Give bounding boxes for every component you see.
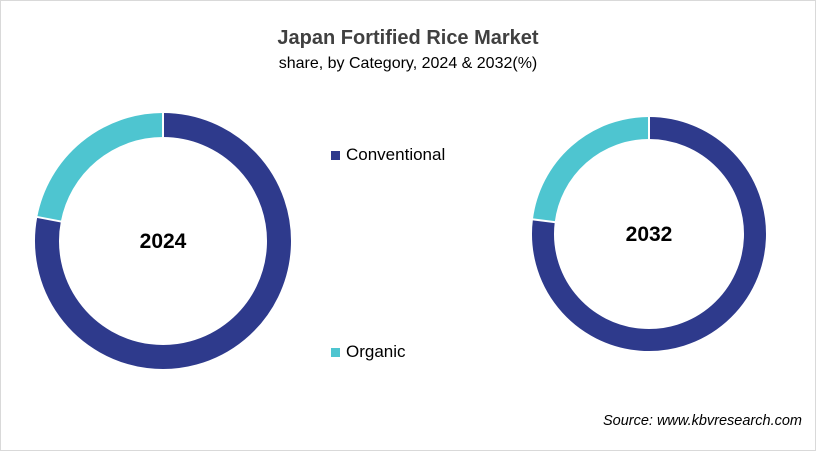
chart-subtitle: share, by Category, 2024 & 2032(%) — [278, 55, 538, 72]
slice-2032-organic — [532, 117, 650, 223]
legend-label-organic: Organic — [346, 342, 406, 361]
legend-swatch-organic — [331, 347, 340, 357]
legend-label-conventional: Conventional — [346, 145, 446, 164]
donut-2032: 2032 — [531, 116, 766, 351]
slice-2024-conventional — [35, 113, 291, 369]
donut-center-label-2024: 2024 — [140, 230, 187, 253]
legend-swatch-conventional — [331, 150, 340, 160]
donut-2024: 2024 — [35, 112, 291, 369]
slice-2032-conventional — [532, 117, 766, 351]
slice-separator — [36, 215, 63, 223]
legend-item-organic: Organic — [331, 342, 406, 362]
slice-2024-organic — [37, 113, 164, 222]
slice-separator — [531, 218, 556, 224]
donut-center-label-2032: 2032 — [626, 223, 673, 246]
legend-item-conventional: Conventional — [331, 145, 445, 165]
chart-title: Japan Fortified Rice Market — [277, 27, 539, 49]
source-note: Source: www.kbvresearch.com — [602, 413, 802, 429]
